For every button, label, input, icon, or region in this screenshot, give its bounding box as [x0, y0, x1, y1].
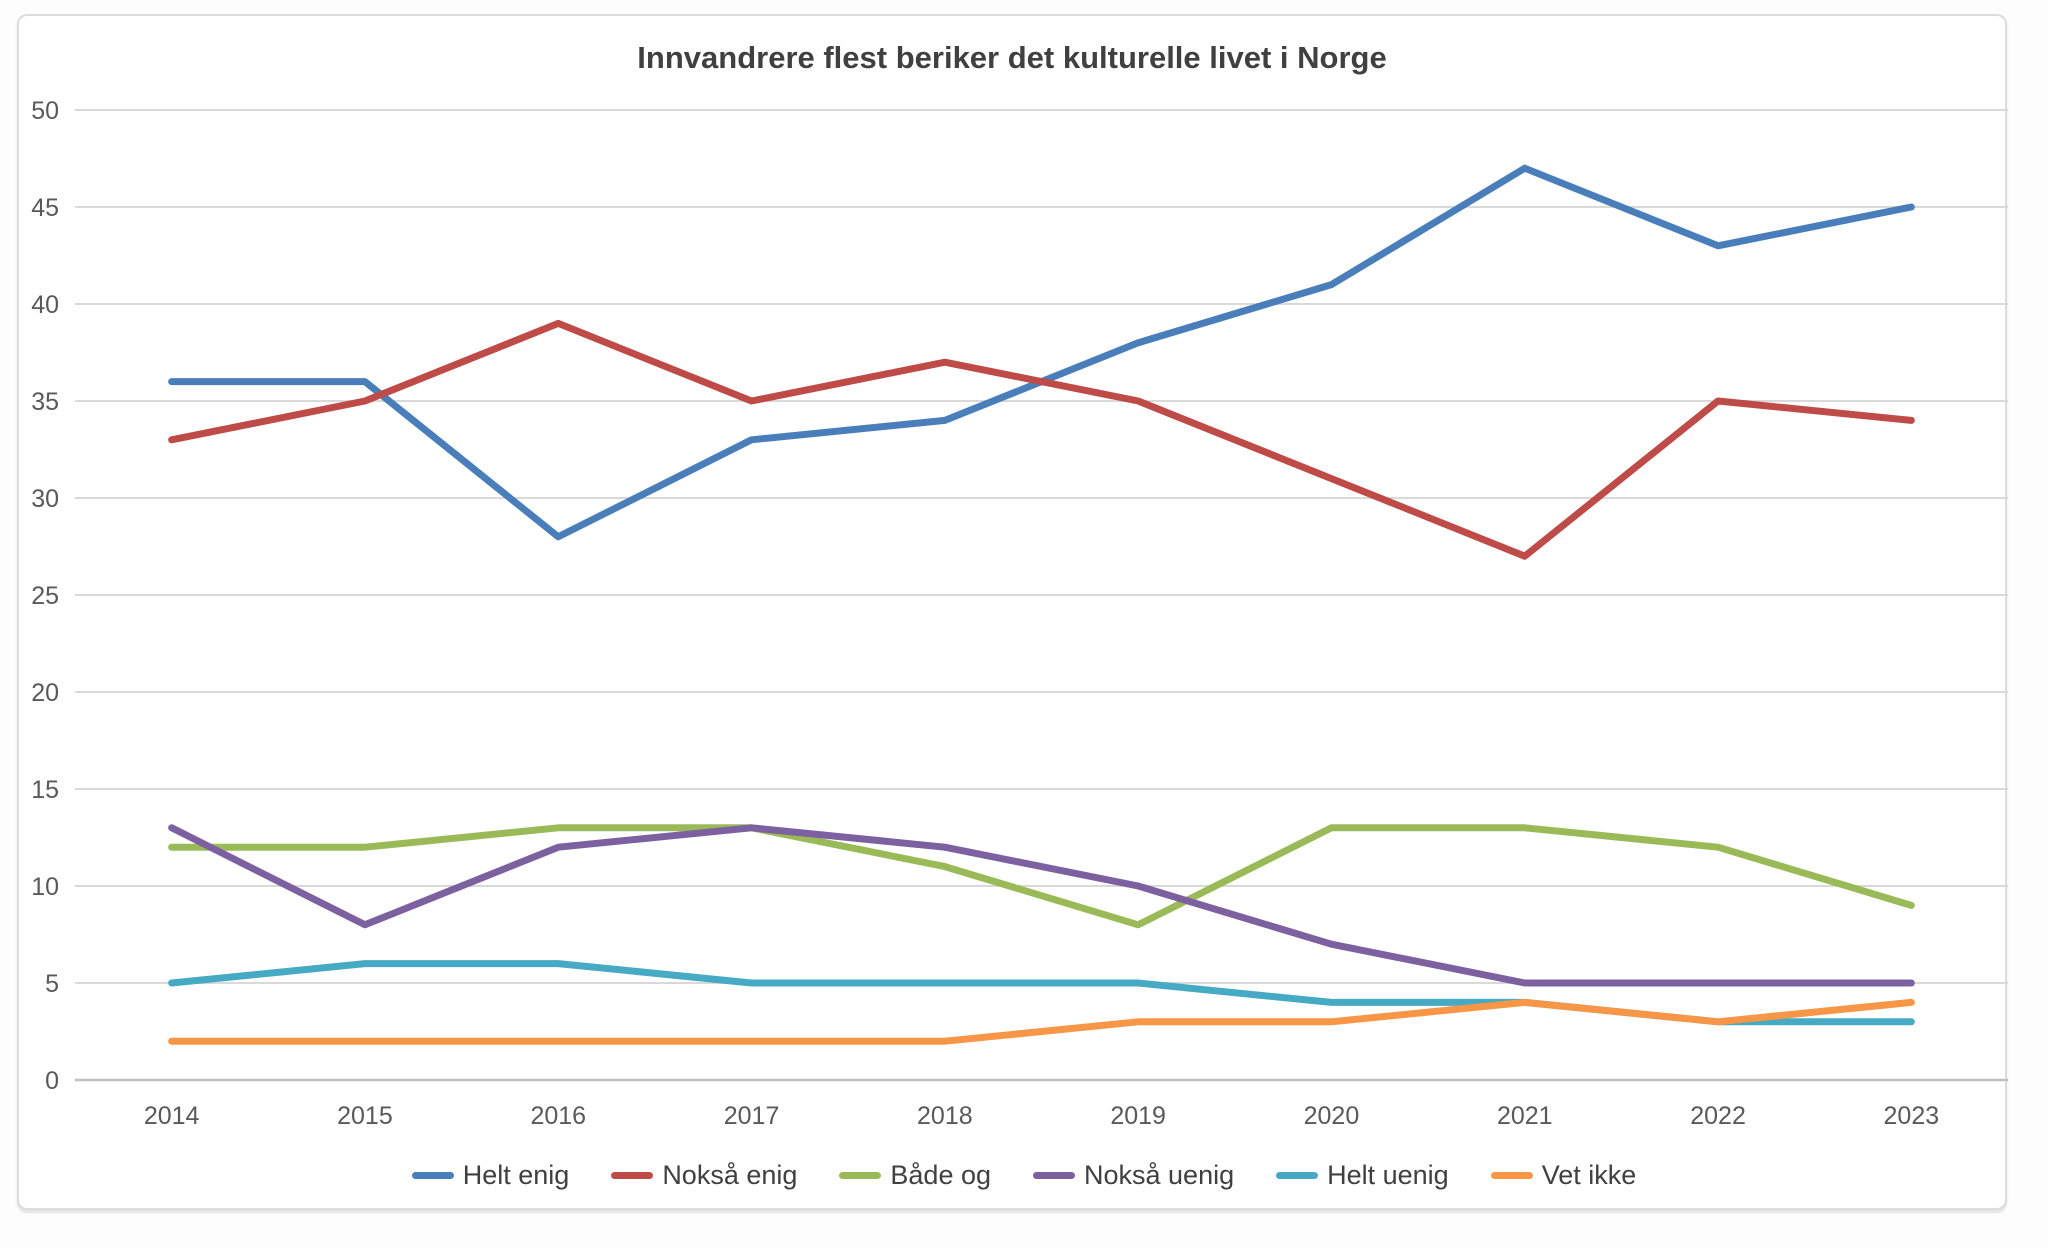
- x-axis-tick-label: 2014: [144, 1102, 200, 1130]
- legend-label: Nokså enig: [662, 1160, 798, 1190]
- y-axis-tick-label: 35: [31, 388, 59, 416]
- x-axis-tick-label: 2020: [1304, 1102, 1360, 1130]
- legend-swatch-icon: [1276, 1172, 1319, 1179]
- x-axis-tick-label: 2018: [917, 1102, 973, 1130]
- legend-label: Helt enig: [462, 1160, 570, 1190]
- legend-swatch-icon: [839, 1172, 882, 1179]
- legend-swatch-icon: [411, 1172, 454, 1179]
- series-line-helt-enig: [168, 164, 1915, 541]
- chart-legend: Helt enig Nokså enig Både og Nokså uenig Hel…: [0, 1160, 2048, 1191]
- y-axis-tick-label: 15: [31, 776, 59, 804]
- legend-label: Vet ikke: [1541, 1160, 1637, 1190]
- legend-item-noks-enig: Nokså enig: [611, 1160, 797, 1191]
- legend-swatch-icon: [1033, 1172, 1075, 1179]
- series-line-vet-ikke: [168, 998, 1915, 1045]
- x-axis-tick-label: 2021: [1497, 1102, 1553, 1130]
- legend-item-helt-enig: Helt enig: [411, 1160, 570, 1191]
- x-axis-tick-label: 2016: [530, 1102, 586, 1130]
- y-axis-tick-label: 40: [31, 291, 59, 319]
- legend-swatch-icon: [611, 1172, 654, 1179]
- y-axis-tick-label: 45: [31, 194, 59, 222]
- x-axis-tick-label: 2017: [724, 1102, 780, 1130]
- y-axis-tick-label: 50: [31, 97, 59, 125]
- legend-label: Både og: [890, 1160, 991, 1190]
- y-axis-tick-label: 20: [31, 679, 59, 707]
- legend-swatch-icon: [1490, 1172, 1533, 1179]
- x-axis-tick-label: 2023: [1884, 1102, 1940, 1130]
- y-axis-tick-label: 5: [45, 970, 59, 998]
- x-axis-tick-label: 2015: [337, 1102, 393, 1130]
- chart-card: Innvandrere flest beriker det kulturelle…: [17, 14, 2007, 1210]
- chart-title: Innvandrere flest beriker det kulturelle…: [637, 40, 1387, 75]
- legend-item-noks-uenig: Nokså uenig: [1033, 1160, 1234, 1191]
- x-axis-tick-label: 2019: [1110, 1102, 1166, 1130]
- legend-item-helt-uenig: Helt uenig: [1276, 1160, 1449, 1191]
- y-axis-tick-label: 10: [31, 873, 59, 901]
- y-axis-tick-label: 25: [31, 582, 59, 610]
- legend-label: Nokså uenig: [1084, 1160, 1235, 1190]
- legend-label: Helt uenig: [1327, 1160, 1449, 1190]
- legend-item-vet-ikke: Vet ikke: [1490, 1160, 1637, 1191]
- y-axis-tick-label: 0: [45, 1067, 59, 1095]
- legend-item-b-de-og: Både og: [839, 1160, 991, 1191]
- series-line-b-de-og: [168, 824, 1915, 929]
- series-line-noks-uenig: [168, 824, 1915, 987]
- series-line-noks-enig: [168, 319, 1915, 560]
- x-axis-tick-label: 2022: [1690, 1102, 1746, 1130]
- y-axis-tick-label: 30: [31, 485, 59, 513]
